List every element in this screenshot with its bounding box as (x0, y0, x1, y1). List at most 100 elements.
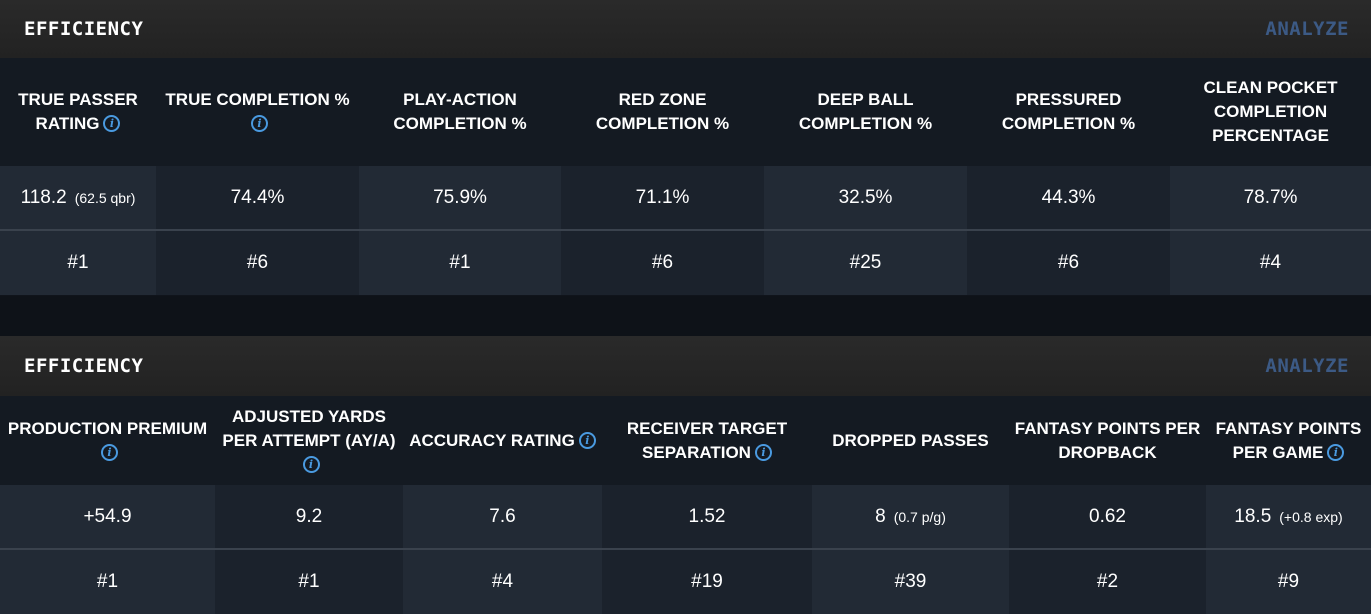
column-header: DEEP BALL COMPLETION % (764, 58, 967, 166)
column-header-label: ACCURACY RATING i (409, 429, 596, 453)
stat-value-cell: 18.5 (+0.8 exp) (1206, 485, 1371, 550)
stat-value-cell: 0.62 (1009, 485, 1206, 550)
stat-value-cell: 32.5% (764, 166, 967, 231)
column-header-label: TRUE PASSER RATING i (4, 88, 152, 136)
info-icon[interactable]: i (302, 455, 320, 473)
stat-rank: #1 (449, 252, 471, 273)
section-header: EFFICIENCY ANALYZE (0, 336, 1371, 396)
column-header-label: RED ZONE COMPLETION % (565, 88, 760, 136)
stat-rank: #9 (1277, 571, 1300, 592)
column-label: RED ZONE COMPLETION % (595, 90, 730, 133)
stat-value-cell: 78.7% (1170, 166, 1371, 231)
column-header-label: CLEAN POCKET COMPLETION PERCENTAGE (1174, 76, 1367, 148)
column-header-label: PLAY-ACTION COMPLETION % (363, 88, 557, 136)
info-icon[interactable]: i (578, 431, 596, 449)
stat-rank: #25 (849, 252, 882, 273)
stat-value-cell: +54.9 (0, 485, 215, 550)
column-header: DROPPED PASSES (812, 396, 1009, 485)
stats-table: TRUE PASSER RATING i TRUE COMPLETION %i PLA… (0, 58, 1371, 295)
column-label: PLAY-ACTION COMPLETION % (393, 90, 527, 133)
column-header-label: ADJUSTED YARDS PER ATTEMPT (AY/A) i (219, 405, 399, 477)
column-header-label: DROPPED PASSES (832, 429, 989, 453)
stat-rank-cell: #9 (1206, 550, 1371, 614)
stat-rank: #4 (491, 571, 514, 592)
stats-table: PRODUCTION PREMIUMi ADJUSTED YARDS PER AT… (0, 396, 1371, 614)
column-label: DROPPED PASSES (832, 430, 989, 450)
info-icon[interactable]: i (1327, 443, 1345, 461)
column-header-label: TRUE COMPLETION % i (160, 88, 355, 136)
stat-rank: #1 (67, 252, 89, 273)
column-header: TRUE PASSER RATING i (0, 58, 156, 166)
info-icon[interactable]: i (103, 115, 121, 132)
stat-rank-cell: #6 (561, 231, 764, 295)
analyze-link[interactable]: ANALYZE (1265, 18, 1349, 40)
stat-rank: #19 (691, 571, 723, 592)
stat-subvalue: (62.5 qbr) (74, 189, 136, 206)
column-header: FANTASY POINTS PER GAME i (1206, 396, 1371, 485)
stat-rank: #2 (1096, 571, 1119, 592)
section-divider (0, 296, 1371, 336)
column-header: TRUE COMPLETION % i (156, 58, 359, 166)
stat-rank: #1 (298, 571, 320, 592)
stat-value: 1.52 (688, 505, 726, 527)
column-label: PRODUCTION PREMIUM (7, 418, 208, 438)
stat-rank-cell: #1 (359, 231, 561, 295)
stat-value-cell: 7.6 (403, 485, 602, 550)
column-header: RED ZONE COMPLETION % (561, 58, 764, 166)
stat-value: 78.7% (1243, 186, 1298, 208)
stat-rank-cell: #39 (812, 550, 1009, 614)
stat-value: 8 (875, 505, 886, 527)
stat-rank-cell: #4 (1170, 231, 1371, 295)
efficiency-section-1: EFFICIENCY ANALYZE TRUE PASSER RATING i TR… (0, 0, 1371, 295)
stat-rank: #6 (246, 252, 269, 273)
column-header: CLEAN POCKET COMPLETION PERCENTAGE (1170, 58, 1371, 166)
stat-value: +54.9 (83, 505, 132, 527)
stat-rank: #4 (1259, 252, 1282, 273)
stat-rank: #6 (651, 252, 674, 273)
column-header: ACCURACY RATING i (403, 396, 602, 485)
stat-value: 0.62 (1089, 505, 1126, 527)
section-title: EFFICIENCY (24, 18, 144, 40)
column-header-label: PRODUCTION PREMIUM i (4, 417, 211, 465)
stat-value-cell: 1.52 (602, 485, 812, 550)
analyze-link[interactable]: ANALYZE (1265, 355, 1349, 377)
column-label: TRUE COMPLETION % (165, 90, 350, 109)
stat-rank-cell: #6 (967, 231, 1170, 295)
stat-rank: #6 (1057, 252, 1080, 273)
column-label: CLEAN POCKET COMPLETION PERCENTAGE (1203, 78, 1338, 145)
stat-rank-cell: #1 (215, 550, 403, 614)
stat-rank-cell: #25 (764, 231, 967, 295)
column-label: ACCURACY RATING (409, 430, 575, 450)
section-title: EFFICIENCY (24, 355, 144, 377)
stat-value-cell: 74.4% (156, 166, 359, 231)
column-label: FANTASY POINTS PER GAME (1215, 418, 1362, 462)
info-icon[interactable]: i (251, 115, 268, 132)
stat-value: 71.1% (635, 186, 690, 208)
column-label: PRESSURED COMPLETION % (1001, 90, 1136, 133)
stat-rank: #1 (96, 571, 119, 592)
column-label: DEEP BALL COMPLETION % (798, 90, 933, 133)
column-label: ADJUSTED YARDS PER ATTEMPT (AY/A) (222, 406, 396, 450)
stat-value: 44.3% (1041, 186, 1096, 208)
column-header-label: FANTASY POINTS PER DROPBACK (1013, 417, 1202, 465)
info-icon[interactable]: i (101, 443, 118, 461)
column-header: ADJUSTED YARDS PER ATTEMPT (AY/A) i (215, 396, 403, 485)
stat-rank-cell: #1 (0, 550, 215, 614)
stat-value-cell: 75.9% (359, 166, 561, 231)
stat-value: 32.5% (838, 186, 893, 208)
column-label: TRUE PASSER RATING (18, 90, 138, 133)
section-header: EFFICIENCY ANALYZE (0, 0, 1371, 58)
info-icon[interactable]: i (754, 443, 772, 461)
column-header: RECEIVER TARGET SEPARATION i (602, 396, 812, 485)
column-header-label: DEEP BALL COMPLETION % (768, 88, 963, 136)
column-header: FANTASY POINTS PER DROPBACK (1009, 396, 1206, 485)
stat-value-cell: 9.2 (215, 485, 403, 550)
stat-value-cell: 118.2 (62.5 qbr) (0, 166, 156, 231)
column-header-label: PRESSURED COMPLETION % (971, 88, 1166, 136)
stat-rank-cell: #1 (0, 231, 156, 295)
stat-value: 7.6 (489, 505, 516, 527)
stat-subvalue: (0.7 p/g) (893, 508, 946, 525)
stat-value-cell: 71.1% (561, 166, 764, 231)
stat-value: 118.2 (20, 186, 67, 208)
stat-subvalue: (+0.8 exp) (1279, 508, 1343, 525)
